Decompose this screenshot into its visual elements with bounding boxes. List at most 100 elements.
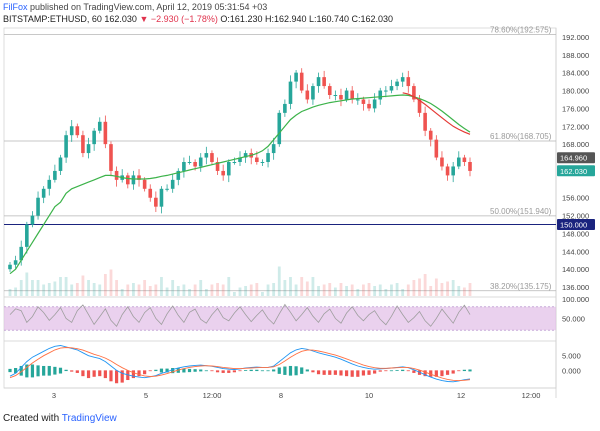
macd-hist-bar	[25, 364, 29, 378]
candle-body	[434, 139, 439, 158]
candle-body	[372, 99, 377, 109]
candle-body	[221, 170, 225, 176]
axes: 192.000 188.000 184.000 180.000 176.000 172.0…	[4, 33, 589, 400]
price-badge-label: 164.960	[560, 154, 587, 163]
price-tick: 156.000	[562, 194, 589, 203]
macd-hist-bar	[462, 369, 466, 372]
volume-bar	[137, 284, 141, 296]
macd-hist-bar	[199, 369, 203, 372]
candle-body	[423, 112, 427, 131]
macd-hist-bar	[288, 365, 293, 376]
candle-body	[41, 188, 46, 198]
candle-body	[361, 99, 366, 104]
candle-body	[103, 121, 108, 145]
macd-hist-bar	[249, 369, 253, 372]
volume-bar	[423, 274, 427, 296]
tradingview-logo-text[interactable]: TradingView	[61, 413, 117, 424]
candle-body	[30, 215, 35, 225]
volume-bar	[468, 283, 472, 296]
volume-bar	[126, 284, 130, 296]
grid-lines	[3, 27, 557, 398]
volume-bar	[188, 289, 191, 296]
price-badge	[557, 219, 595, 231]
rsi-band	[4, 306, 556, 331]
candle-body	[395, 81, 399, 87]
volume-bar	[373, 286, 377, 296]
candle-body	[204, 153, 209, 158]
volume-bar	[36, 280, 40, 296]
volume-bar	[429, 286, 433, 296]
macd-hist-bar	[328, 370, 332, 375]
volume-bar	[148, 286, 152, 296]
candle-body	[69, 126, 74, 136]
candle-body	[428, 130, 433, 140]
price-tick: 176.000	[562, 104, 589, 113]
rsi-tick: 50.000	[562, 315, 585, 324]
candle-body	[445, 166, 450, 176]
time-tick: 10	[365, 391, 373, 400]
volume-bar	[322, 284, 326, 296]
volume-bar	[418, 278, 421, 296]
volume-bar	[182, 284, 186, 296]
volume-bar	[333, 287, 337, 296]
candle-body	[243, 153, 248, 158]
candle-body	[271, 144, 276, 154]
macd-hist-bar	[154, 369, 158, 372]
price-tick: 136.000	[562, 283, 589, 292]
created-with-text: Created with	[3, 413, 60, 424]
macd-hist-bar	[277, 367, 281, 374]
macd-hist-bar	[451, 370, 455, 374]
candle-body	[266, 153, 270, 162]
candle-body	[137, 175, 141, 180]
candle-body	[440, 157, 444, 167]
macd-hist-bar	[457, 370, 461, 372]
volume-bar	[289, 277, 292, 296]
moving-averages	[9, 92, 471, 275]
rsi-tick: 100.000	[562, 295, 589, 304]
price-badges: 164.960 162.030 150.000	[557, 152, 595, 231]
macd-hist-bar	[165, 368, 169, 373]
candle-body	[13, 260, 18, 265]
candle-body	[58, 157, 63, 171]
signal-line	[9, 347, 471, 382]
macd-hist-bar	[137, 370, 141, 377]
volume-bar	[176, 286, 180, 296]
volume-bar	[109, 269, 113, 296]
volume-bars	[8, 266, 472, 296]
macd-hist-bar	[210, 370, 214, 372]
volume-bar	[339, 283, 343, 296]
macd-hist-bar	[42, 365, 46, 376]
macd-hist-bar	[401, 369, 405, 372]
volume-bar	[457, 286, 461, 296]
volume-bar	[227, 277, 231, 296]
volume-bar	[446, 281, 449, 296]
candle-body	[86, 144, 91, 154]
ma-slow-line	[9, 94, 471, 275]
candle-body	[25, 224, 29, 247]
fib-label: 38.20%(135.175)	[490, 282, 552, 291]
candle-body	[170, 179, 175, 189]
macd-hist-bar	[423, 370, 427, 377]
candle-body	[81, 135, 85, 154]
macd-hist-bar	[30, 364, 35, 378]
author-link[interactable]: FilFox	[3, 2, 28, 12]
volume-bar	[199, 280, 203, 296]
volume-bar	[64, 277, 68, 296]
macd-hist-bar	[384, 370, 388, 372]
macd-pane	[8, 345, 472, 384]
macd-hist-bar	[58, 367, 63, 374]
macd-hist-bar	[14, 368, 18, 374]
macd-tick: 0.000	[562, 366, 581, 375]
macd-hist-bar	[148, 370, 152, 372]
volume-bar	[440, 283, 444, 296]
volume-bar	[283, 280, 287, 296]
candle-body	[305, 90, 310, 100]
symbol-info: BITSTAMP:ETHUSD, 60 162.030 ▼ −2.930 (−1…	[3, 14, 393, 24]
volume-bar	[14, 287, 18, 296]
candle-body	[97, 121, 102, 131]
macd-hist-bar	[406, 370, 410, 372]
price-tick: 140.000	[562, 265, 589, 274]
macd-hist-bar	[322, 370, 326, 375]
macd-hist-bar	[283, 366, 287, 375]
